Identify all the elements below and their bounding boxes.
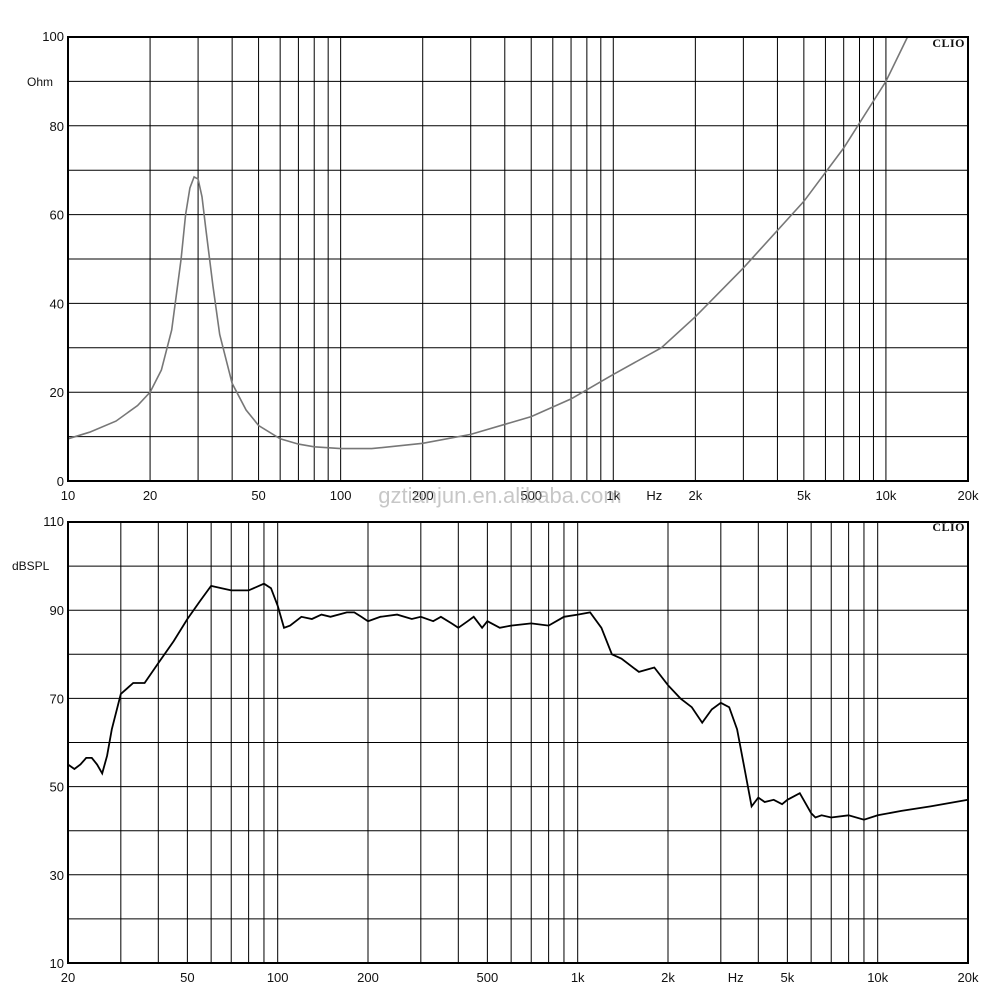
spl-x-tick-label: 50 <box>180 970 194 985</box>
impedance-y-tick-label: 80 <box>50 119 64 134</box>
impedance-y-tick-label: 0 <box>57 474 64 489</box>
impedance-x-tick-label: 10k <box>875 488 896 503</box>
impedance-x-tick-label: 500 <box>520 488 542 503</box>
impedance-x-tick-labels: 10 20 50 100 200 500 1k Hz 2k 5k 10k 20k <box>61 488 979 503</box>
impedance-x-tick-label: 5k <box>797 488 811 503</box>
spl-y-tick-label: 50 <box>50 780 64 795</box>
impedance-y-tick-label: 60 <box>50 208 64 223</box>
spl-y-axis-label: dBSPL <box>12 559 50 573</box>
spl-x-unit-label: Hz <box>728 970 744 985</box>
impedance-brand-label: CLIO <box>932 36 965 50</box>
spl-x-tick-labels: 20 50 100 200 500 1k 2k Hz 5k 10k 20k <box>61 970 979 985</box>
spl-y-tick-labels: 110 90 70 50 30 10 <box>43 514 64 971</box>
impedance-y-tick-label: 100 <box>42 29 64 44</box>
impedance-x-tick-label: 20k <box>958 488 979 503</box>
impedance-x-tick-label: 200 <box>412 488 434 503</box>
spl-x-tick-label: 2k <box>661 970 675 985</box>
impedance-y-tick-labels: 100 80 60 40 20 0 <box>42 29 64 489</box>
spl-brand-label: CLIO <box>932 520 965 534</box>
impedance-grid <box>68 37 968 481</box>
impedance-x-tick-label: 50 <box>251 488 265 503</box>
spl-x-tick-label: 500 <box>477 970 499 985</box>
spl-x-tick-label: 20 <box>61 970 75 985</box>
impedance-x-unit-label: Hz <box>646 488 662 503</box>
spl-x-tick-label: 20k <box>958 970 979 985</box>
spl-x-tick-label: 1k <box>571 970 585 985</box>
impedance-y-axis-label: Ohm <box>27 75 53 89</box>
impedance-x-tick-label: 1k <box>606 488 620 503</box>
spl-x-tick-label: 100 <box>267 970 289 985</box>
spl-y-tick-label: 70 <box>50 691 64 706</box>
impedance-x-tick-label: 2k <box>688 488 702 503</box>
impedance-x-tick-label: 100 <box>330 488 352 503</box>
spl-x-tick-label: 200 <box>357 970 379 985</box>
impedance-y-tick-label: 20 <box>50 385 64 400</box>
spl-x-tick-label: 5k <box>781 970 795 985</box>
spl-grid <box>68 522 968 963</box>
impedance-curve <box>67 36 909 450</box>
spl-x-tick-label: 10k <box>867 970 888 985</box>
spl-y-tick-label: 30 <box>50 868 64 883</box>
spl-plot-frame <box>67 521 969 964</box>
spl-y-tick-label: 10 <box>50 956 64 971</box>
impedance-plot-frame <box>67 36 969 482</box>
impedance-y-tick-label: 40 <box>50 296 64 311</box>
spl-curve <box>67 582 969 821</box>
impedance-x-tick-label: 10 <box>61 488 75 503</box>
spl-y-tick-label: 90 <box>50 603 64 618</box>
impedance-x-tick-label: 20 <box>143 488 157 503</box>
watermark: gztianjun.en.alibaba.com <box>378 483 621 508</box>
spl-y-tick-label: 110 <box>43 514 64 529</box>
